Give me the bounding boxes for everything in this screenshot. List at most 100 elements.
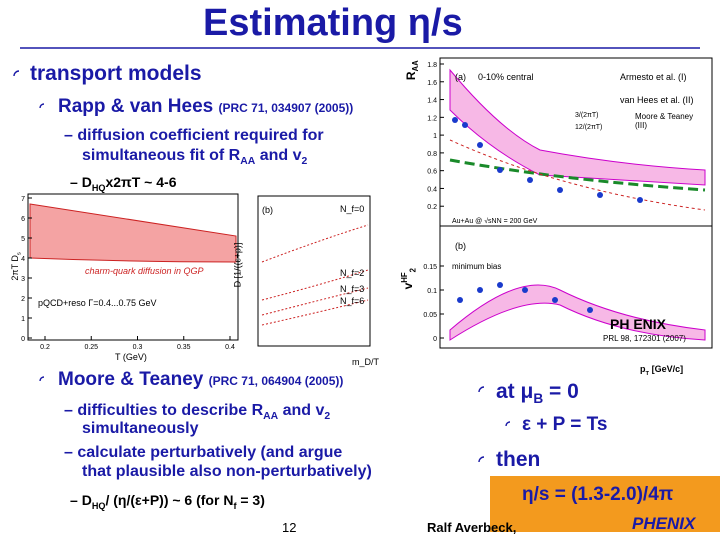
plot-label: N_f=2: [340, 268, 365, 278]
text: AA: [263, 411, 279, 423]
tick-label: 3: [21, 276, 25, 283]
tick-label: 0.15: [423, 264, 437, 271]
text: AA: [411, 60, 421, 72]
bullet: then: [496, 448, 541, 471]
tick-label: 0.8: [427, 151, 437, 158]
axis-label: 2πT Ds: [10, 252, 23, 280]
subdash: – DHQx2πT ~ 4-6: [70, 174, 177, 193]
tick-label: 0.6: [427, 169, 437, 176]
subdash: – DHQ/ (η/(ε+P)) ~ 6 (for Nf = 3): [70, 492, 265, 511]
tick-label: 6: [21, 216, 25, 223]
page-number: 12: [282, 520, 297, 535]
plot-logo: PH ENIX: [610, 316, 667, 332]
armesto-curve: [449, 158, 706, 192]
dash: – difficulties to describe RAA and v2: [64, 402, 331, 423]
bullet: η/s = (1.3-2.0)/4π: [522, 484, 674, 505]
text: AA: [240, 156, 256, 168]
tick-label: 7: [21, 196, 25, 203]
plot-legend: pQCD+reso Γ=0.4...0.75 GeV: [38, 298, 157, 308]
text: diffusion coefficient required for: [77, 127, 324, 144]
tick-label: 1.6: [427, 80, 437, 87]
plot-label: charm-quark diffusion in QGP: [85, 266, 204, 276]
text: simultaneous fit of R: [82, 147, 241, 164]
tick-label: 1: [21, 316, 25, 323]
plot-label: minimum bias: [452, 262, 502, 271]
text: that plausible also non-perturbatively): [82, 463, 372, 480]
text: s: [16, 252, 23, 256]
dash: – diffusion coefficient required for: [64, 127, 324, 144]
legend-entry: Armesto et al. (I): [620, 72, 687, 82]
ticks: 0 1 2 3 4 5 6 7 0.2 0.25 0.3 0.35 0.4 0.2 0.4 0.6 0.8 1 1.…: [21, 62, 444, 351]
bullets: [13, 70, 511, 498]
tick-label: 0.2: [427, 204, 437, 211]
plot-label: N_f=6: [340, 296, 365, 306]
dash: that plausible also non-perturbatively): [82, 463, 372, 481]
tick-label: 0.35: [177, 344, 191, 351]
text: Rapp & van Hees: [58, 96, 214, 117]
axis-label: D [1/((ε+p)]: [232, 242, 243, 288]
text: x2πT ~ 4-6: [105, 174, 177, 190]
tick-label: 0.1: [427, 288, 437, 295]
text: v: [401, 282, 416, 290]
panel-label: (a): [455, 72, 466, 82]
reference: PRL 98, 172301 (2007): [603, 334, 686, 343]
panel-label: (b): [455, 241, 466, 251]
tick-label: 0: [21, 336, 25, 343]
moore-curve: [449, 139, 706, 211]
axis-label: m_D/T: [352, 357, 379, 367]
text: and v: [278, 402, 325, 419]
panel-label: (b): [262, 205, 273, 215]
dash: simultaneously: [82, 420, 198, 438]
text: [GeV/c]: [651, 364, 684, 374]
logo: PHENIX: [632, 514, 696, 533]
author: Ralf Averbeck,: [427, 520, 517, 535]
tick-label: 0.05: [423, 312, 437, 319]
tick-label: 0: [433, 336, 437, 343]
plot-label: 0-10% central: [478, 72, 534, 82]
text: = 0: [543, 380, 579, 403]
plot-label: N_f=0: [340, 204, 365, 214]
text: 2: [301, 156, 308, 168]
tick-label: 1.8: [427, 62, 437, 69]
text: (PRC 71, 034907 (2005)): [218, 101, 354, 115]
text: simultaneously: [82, 420, 199, 437]
legend-entry: Moore & Teaney (III): [635, 112, 694, 130]
data-points: [452, 117, 643, 313]
text: HF: [400, 272, 410, 283]
text: calculate perturbatively (and argue: [77, 444, 343, 461]
tick-label: 4: [21, 256, 25, 263]
text: HQ: [91, 182, 106, 193]
tick-label: 0.25: [84, 344, 98, 351]
text: at μ: [496, 380, 534, 403]
axis-label: pT [GeV/c]: [640, 364, 683, 377]
axis-label: vHF2: [400, 268, 417, 289]
legend-entry: 12/(2πT): [575, 124, 603, 131]
text: p: [640, 364, 646, 374]
plot-label: Au+Au @ √sNN = 200 GeV: [452, 218, 538, 225]
text: Moore & Teaney: [58, 369, 204, 390]
tick-label: 0.3: [133, 344, 143, 351]
text: R: [403, 71, 418, 81]
van-hees-band: [449, 68, 706, 186]
title: Estimating η/s: [203, 2, 463, 44]
bullet: Moore & Teaney (PRC 71, 064904 (2005)): [58, 369, 343, 391]
bullet: at μB = 0: [496, 380, 579, 406]
text: D: [81, 174, 92, 190]
plot-label: N_f=3: [340, 284, 365, 294]
axis-label: T (GeV): [115, 352, 147, 362]
text: f: [233, 500, 237, 511]
text: HQ: [91, 500, 106, 511]
text: / (η/(ε+P)) ~ 6 (for N: [105, 492, 234, 508]
text: 2: [408, 267, 418, 273]
tick-label: 5: [21, 236, 25, 243]
text: = 3): [236, 492, 265, 508]
bullet: transport models: [30, 62, 202, 85]
dash: – calculate perturbatively (and argue: [64, 444, 343, 461]
mid-curves: [261, 224, 369, 326]
result-box: [490, 476, 720, 532]
tick-label: 1.2: [427, 115, 437, 122]
bullet: ε + P = Ts: [522, 414, 608, 435]
mid-frame: [257, 195, 371, 347]
